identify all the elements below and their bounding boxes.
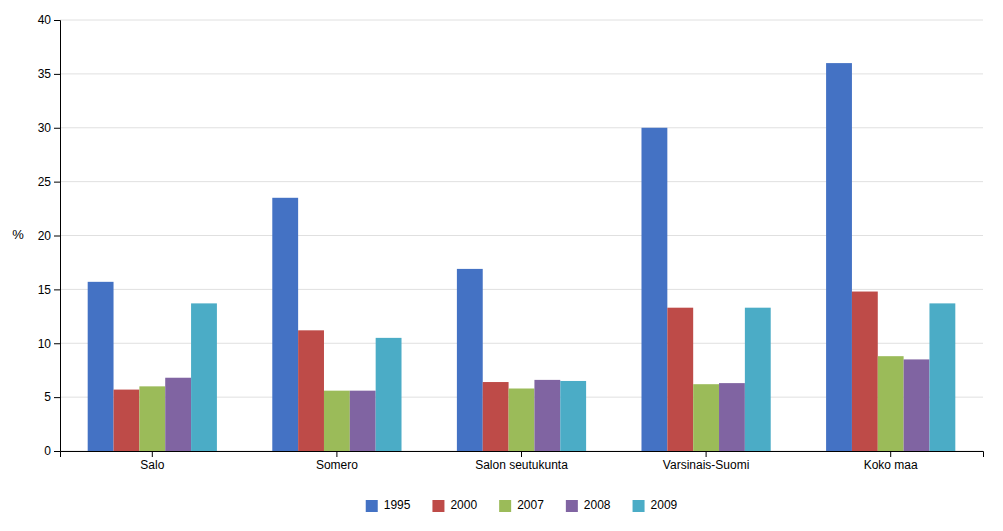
x-tick-label: Salon seutukunta — [475, 458, 568, 472]
y-tick-mark — [54, 20, 60, 21]
x-tick: Salon seutukunta — [475, 451, 568, 472]
y-tick-mark — [54, 343, 60, 344]
bar — [509, 389, 535, 451]
x-tick-label: Koko maa — [864, 458, 918, 472]
bar — [139, 386, 165, 451]
x-tick-label: Varsinais-Suomi — [663, 458, 749, 472]
legend-label: 2009 — [651, 498, 678, 512]
y-tick-label: 5 — [44, 390, 51, 404]
bar-series — [139, 356, 903, 451]
y-tick-mark — [54, 182, 60, 183]
y-axis-title: % — [12, 227, 24, 242]
legend-swatch — [499, 500, 511, 512]
grid — [60, 20, 983, 451]
x-axis: Salo Somero Salon seutukunta Varsinais-Suom… — [61, 451, 984, 472]
y-tick-mark — [54, 289, 60, 290]
y-tick-label: 40 — [38, 13, 52, 27]
x-tick-mark — [706, 451, 707, 457]
y-tick: 5 — [44, 390, 60, 404]
bar-series — [191, 303, 955, 451]
bar — [272, 198, 298, 451]
bar — [641, 128, 667, 451]
y-tick-label: 30 — [38, 121, 52, 135]
y-tick: 15 — [38, 283, 60, 297]
legend-swatch — [566, 500, 578, 512]
y-tick: 20 — [38, 229, 60, 243]
bar — [324, 391, 350, 451]
bar-series — [88, 63, 852, 451]
bar — [745, 308, 771, 451]
y-tick-label: 15 — [38, 283, 52, 297]
x-tick: Somero — [316, 451, 358, 472]
x-tick-mark — [336, 451, 337, 457]
bar — [560, 381, 586, 451]
y-tick-mark — [54, 236, 60, 237]
bar-series — [114, 292, 878, 451]
y-tick-mark — [54, 397, 60, 398]
bar — [929, 303, 955, 451]
plot: 0 5 10 15 20 25 30 35 40 Salo Somero Salon seutukun… — [38, 13, 984, 471]
bar — [693, 384, 719, 451]
y-tick: 30 — [38, 121, 60, 135]
x-axis-line — [61, 452, 984, 458]
y-axis: 0 5 10 15 20 25 30 35 40 — [38, 13, 61, 458]
bar — [719, 383, 745, 451]
bar-series — [165, 359, 929, 451]
x-tick-mark — [890, 451, 891, 457]
bar — [878, 356, 904, 451]
legend-label: 2007 — [517, 498, 544, 512]
legend-swatch — [432, 500, 444, 512]
x-tick: Koko maa — [864, 451, 918, 472]
legend-item: 2007 — [499, 498, 544, 512]
legend-label: 2008 — [584, 498, 611, 512]
y-tick: 0 — [44, 444, 60, 458]
legend-label: 2000 — [450, 498, 477, 512]
y-tick-label: 10 — [38, 337, 52, 351]
x-tick-mark — [152, 451, 153, 457]
y-tick-label: 25 — [38, 175, 52, 189]
x-tick-label: Somero — [316, 458, 358, 472]
legend-item: 2008 — [566, 498, 611, 512]
y-tick: 10 — [38, 337, 60, 351]
bar — [667, 308, 693, 451]
legend-swatch — [633, 500, 645, 512]
y-tick-label: 35 — [38, 67, 52, 81]
bar — [534, 380, 560, 451]
x-tick-mark — [521, 451, 522, 457]
legend-item: 1995 — [366, 498, 411, 512]
y-tick-label: 20 — [38, 229, 52, 243]
bar — [298, 330, 324, 451]
bar — [191, 303, 217, 451]
bar — [376, 338, 402, 451]
bars — [88, 63, 956, 451]
y-axis-line — [54, 21, 61, 452]
bar — [114, 390, 140, 451]
grid-line — [60, 20, 983, 21]
legend-label: 1995 — [384, 498, 411, 512]
legend-item: 2000 — [432, 498, 477, 512]
y-tick-label: 0 — [44, 444, 51, 458]
bar — [852, 292, 878, 451]
x-tick: Varsinais-Suomi — [663, 451, 749, 472]
bar — [457, 269, 483, 451]
y-tick: 35 — [38, 67, 60, 81]
legend-swatch — [366, 500, 378, 512]
x-tick-label: Salo — [140, 458, 164, 472]
bar — [826, 63, 852, 451]
bar — [350, 391, 376, 451]
chart: 0 5 10 15 20 25 30 35 40 Salo Somero Salon seutukun… — [0, 0, 1003, 531]
y-tick-mark — [54, 74, 60, 75]
legend-item: 2009 — [633, 498, 678, 512]
bar — [904, 359, 930, 451]
bar — [165, 378, 191, 451]
y-tick-mark — [54, 451, 60, 452]
bar — [88, 282, 114, 451]
y-tick-mark — [54, 128, 60, 129]
legend: 1995 2000 2007 2008 2009 — [366, 498, 678, 512]
x-tick: Salo — [140, 451, 164, 472]
y-tick: 40 — [38, 13, 60, 27]
bar — [483, 382, 509, 451]
y-tick: 25 — [38, 175, 60, 189]
